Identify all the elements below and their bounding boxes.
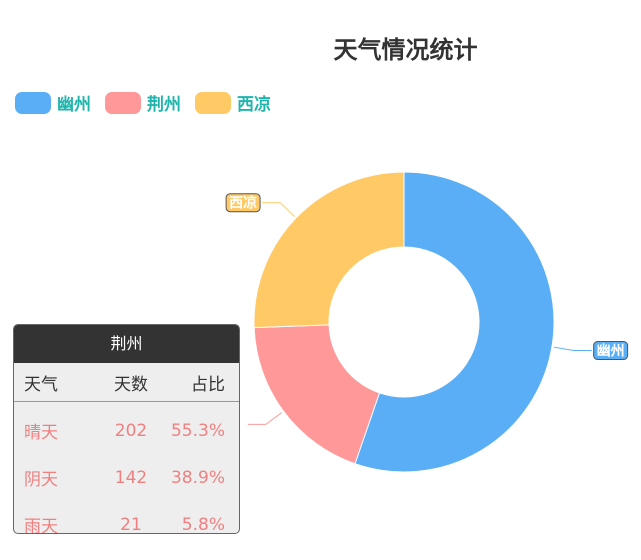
tooltip-cell: 阴天 <box>24 470 58 490</box>
tooltip-cell: 5.8% <box>181 514 225 534</box>
leader-line-1 <box>247 412 283 425</box>
legend-swatch-youzhou <box>15 91 51 114</box>
legend-swatch-jingzhou <box>105 91 141 114</box>
tooltip-header-weather: 天气 <box>14 363 95 402</box>
tooltip-table: 天气 天数 占比 晴天 202 55.3% 阴天 142 38.9% 雨天 21… <box>14 363 239 534</box>
slice-0[interactable] <box>354 171 555 473</box>
legend-item-jingzhou[interactable]: 荆州 <box>105 90 181 115</box>
tooltip-title: 荆州 <box>14 325 239 363</box>
legend-label-jingzhou: 荆州 <box>147 95 181 115</box>
tooltip-cell: 55.3% <box>170 420 225 441</box>
svg-text:西凉: 西凉 <box>229 195 257 212</box>
tooltip-cell: 38.9% <box>170 467 225 488</box>
table-row: 晴天 202 55.3% <box>14 402 239 455</box>
svg-text:幽州: 幽州 <box>597 344 625 360</box>
chart-title: 天气情况统计 <box>333 36 478 64</box>
tooltip-cell: 142 <box>114 467 148 488</box>
tooltip-cell: 晴天 <box>24 423 58 443</box>
tooltip-cell: 雨天 <box>24 517 58 534</box>
slice-2[interactable] <box>253 171 405 329</box>
slice-label-2: 西凉 <box>225 193 261 213</box>
leader-line-2 <box>262 202 295 217</box>
tooltip-header-days: 天数 <box>95 363 167 402</box>
slice-1[interactable] <box>253 324 381 465</box>
legend-swatch-xiliang <box>195 91 231 114</box>
legend-label-youzhou: 幽州 <box>57 95 91 115</box>
slice-label-0: 幽州 <box>593 341 629 361</box>
tooltip-cell: 202 <box>114 420 148 441</box>
tooltip: 荆州 天气 天数 占比 晴天 202 55.3% 阴天 142 38.9% 雨天… <box>13 324 240 534</box>
legend-item-youzhou[interactable]: 幽州 <box>15 90 91 115</box>
legend: 幽州 荆州 西凉 <box>15 90 285 115</box>
legend-label-xiliang: 西凉 <box>237 95 271 115</box>
tooltip-cell: 21 <box>120 514 142 534</box>
table-row: 阴天 142 38.9% <box>14 454 239 501</box>
tooltip-header-share: 占比 <box>167 363 239 402</box>
table-row: 雨天 21 5.8% <box>14 501 239 534</box>
leader-line-0 <box>553 346 592 352</box>
legend-item-xiliang[interactable]: 西凉 <box>195 90 271 115</box>
